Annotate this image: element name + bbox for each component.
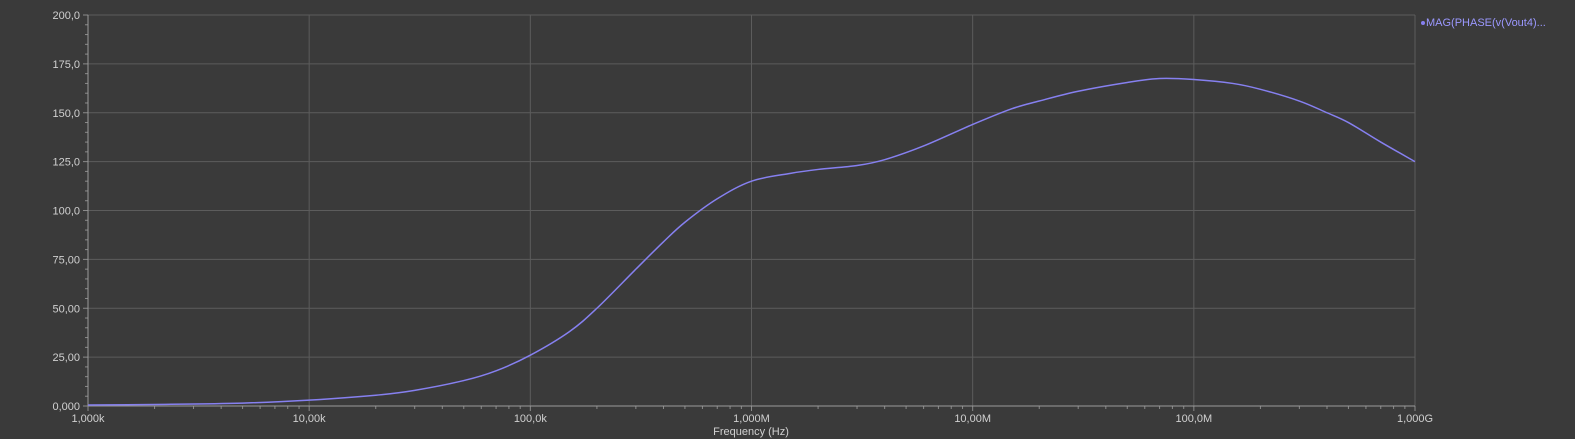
tick-labels: 0,000 25,00 50,00 75,00 100,0 125,0 150,0 175,0… [52,10,1433,425]
x-tick-label: 10,00M [954,413,991,425]
y-tick-label: 100,0 [52,206,80,218]
legend-entry-label: MAG(PHASE(v(Vout4)... [1426,17,1546,29]
y-tick-label: 125,0 [52,157,80,169]
x-axis-label: Frequency (Hz) [713,426,789,438]
y-tick-label: 75,00 [52,254,80,266]
y-tick-label: 0,000 [52,401,80,413]
x-tick-label: 10,00k [293,413,327,425]
y-tick-label: 175,0 [52,59,80,71]
x-tick-label: 1,000M [733,413,770,425]
x-tick-label: 1,000G [1397,413,1433,425]
series-line-0[interactable] [87,77,1416,406]
y-tick-label: 150,0 [52,108,80,120]
axes [83,14,1416,411]
legend-marker-icon [1421,21,1425,25]
x-tick-label: 100,0k [514,413,548,425]
legend[interactable]: MAG(PHASE(v(Vout4)... [1421,17,1546,29]
series-layer [87,77,1416,406]
y-tick-label: 200,0 [52,10,80,22]
x-tick-label: 100,0M [1175,413,1212,425]
y-tick-label: 25,00 [52,352,80,364]
x-tick-label: 1,000k [71,413,105,425]
y-tick-label: 50,00 [52,303,80,315]
